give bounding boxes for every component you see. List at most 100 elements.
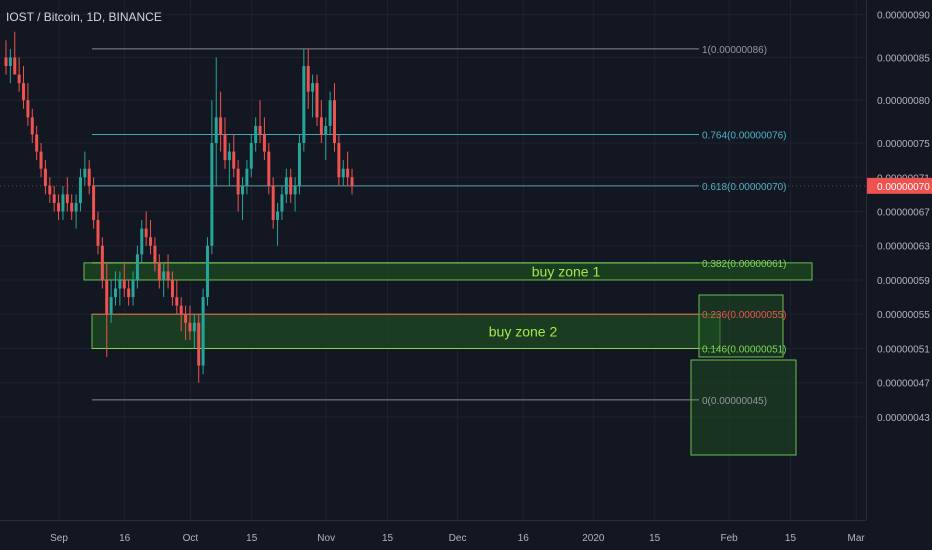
candle-body [280, 194, 284, 212]
buy-zone-rect [91, 313, 721, 349]
y-tick-label: 0.00000051 [877, 344, 930, 355]
candle-body [170, 279, 174, 298]
fib-level-label: 0.618(0.00000070) [702, 182, 787, 193]
candle-body [127, 288, 131, 298]
candle-body [22, 83, 26, 101]
candle-body [192, 322, 196, 332]
candle-body [254, 125, 258, 144]
x-tick-label: Mar [848, 533, 866, 544]
candle-body [30, 117, 34, 135]
candle-body [333, 100, 336, 144]
y-tick-label: 0.00000075 [877, 139, 930, 150]
candle-body [311, 83, 315, 92]
candle-body [245, 168, 249, 186]
fib-level-label: 0.236(0.00000055) [702, 310, 787, 321]
candle-body [293, 185, 297, 195]
target-box-1 [698, 294, 784, 358]
candle-body [153, 245, 157, 263]
candle-body [114, 288, 117, 298]
x-tick-label: Oct [183, 533, 199, 544]
x-tick-label: Dec [449, 533, 467, 544]
x-tick-label: 16 [518, 533, 530, 544]
candle-body [26, 100, 30, 118]
candle-body [227, 151, 231, 161]
y-tick-label: 0.00000067 [877, 208, 930, 219]
x-tick-label: 16 [119, 533, 131, 544]
candle-body [205, 245, 209, 298]
candle-body [105, 279, 109, 315]
candle-body [297, 143, 301, 186]
candle-body [149, 237, 153, 246]
candle-body [96, 220, 100, 246]
y-tick-label: 0.00000043 [877, 413, 930, 424]
candle-body [328, 100, 332, 126]
candle-body [92, 185, 96, 221]
candle-body [223, 134, 227, 161]
candle-body [122, 279, 126, 289]
candle-body [35, 134, 39, 152]
x-tick-label: 15 [649, 533, 661, 544]
y-tick-label: 0.00000047 [877, 379, 930, 390]
candle-body [74, 202, 78, 212]
candle-body [262, 134, 266, 152]
candle-body [258, 125, 262, 135]
fib-level-label: 0.146(0.00000051) [702, 344, 787, 355]
fib-level-label: 0(0.00000045) [702, 396, 767, 407]
x-tick-label: Feb [721, 533, 739, 544]
candle-body [135, 254, 139, 280]
candle-body [210, 143, 214, 246]
chart-title: IOST / Bitcoin, 1D, BINANCE [6, 10, 162, 24]
candle-body [284, 177, 288, 195]
candle-body [236, 168, 240, 195]
candle-body [306, 65, 310, 92]
candle-body [70, 202, 74, 212]
candle-body [100, 245, 104, 280]
candle-body [52, 194, 56, 203]
candle-body [65, 194, 69, 203]
candle-body [184, 314, 188, 323]
buy-zone-label: buy zone 2 [489, 323, 558, 339]
candle-body [87, 168, 91, 186]
current-price-tag [867, 177, 932, 194]
fib-level-label: 0.764(0.00000076) [702, 130, 787, 141]
candle-body [324, 125, 328, 135]
candle-body [179, 305, 183, 315]
candle-body [13, 57, 17, 75]
candle-body [57, 202, 61, 212]
candle-body [337, 143, 341, 178]
candle-body [140, 228, 144, 255]
candle-body [201, 297, 205, 366]
candle-body [175, 297, 179, 306]
candle-body [267, 151, 271, 186]
y-tick-label: 0.00000063 [877, 242, 930, 253]
candle-body [17, 74, 21, 84]
fib-level-label: 1(0.00000086) [702, 45, 767, 56]
candle-body [276, 211, 280, 221]
candle-body [39, 151, 43, 169]
candle-body [241, 185, 245, 195]
x-tick-label: 2020 [582, 533, 605, 544]
target-box-2 [690, 359, 797, 456]
candle-body [78, 177, 82, 203]
candle-body [4, 57, 8, 66]
y-tick-label: 0.00000055 [877, 310, 930, 321]
candle-body [61, 194, 65, 212]
candle-body [346, 168, 350, 178]
y-tick-label: 0.00000080 [877, 96, 930, 107]
candle-body [302, 65, 306, 144]
candle-body [144, 228, 148, 238]
x-tick-label: Sep [50, 533, 68, 544]
candle-body [319, 117, 323, 135]
candle-body [350, 177, 354, 186]
candle-body [341, 168, 345, 178]
x-tick-label: Nov [317, 533, 335, 544]
candle-body [109, 297, 113, 315]
candle-body [232, 151, 236, 169]
x-tick-label: 15 [785, 533, 797, 544]
candle-body [188, 322, 192, 332]
candle-body [48, 185, 52, 195]
candle-body [249, 143, 253, 169]
candle-body [197, 322, 201, 366]
